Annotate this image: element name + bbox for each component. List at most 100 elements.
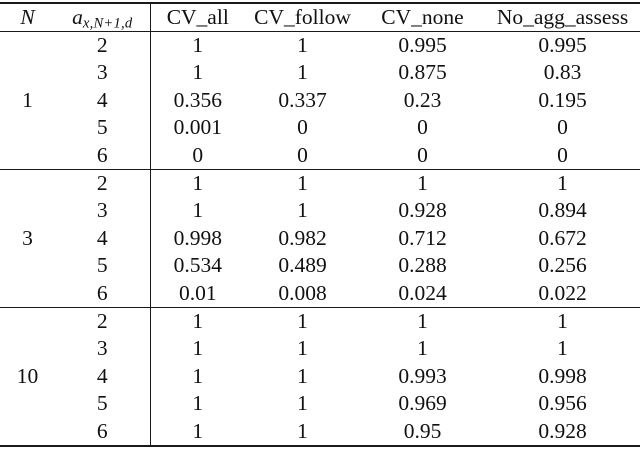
value-cell-no-agg-assess: 0.672	[538, 225, 587, 250]
value-cell-cv-follow: 1	[297, 391, 308, 416]
value-cell-no-agg-assess: 0.022	[538, 280, 587, 305]
value-cell-cv-all: 0.356	[173, 87, 222, 112]
table-row: 5 0.001 0 0 0	[0, 114, 640, 142]
value-cell-no-agg-assess: 0.195	[538, 87, 587, 112]
col-header-a: ax,N+1,d	[55, 3, 151, 32]
value-cell-cv-follow: 0	[297, 142, 308, 167]
value-cell-cv-none: 0.712	[398, 225, 447, 250]
value-cell-cv-follow: 1	[297, 60, 308, 85]
table-header: N ax,N+1,d CV_all CV_follow CV_none No_a…	[0, 3, 640, 32]
col-header-no-agg-assess: No_agg_assess	[485, 3, 640, 32]
value-cell-no-agg-assess: 0.956	[538, 391, 587, 416]
value-cell-cv-all: 1	[192, 391, 204, 416]
value-cell-no-agg-assess: 1	[485, 169, 640, 198]
a-value-cell: 4	[55, 362, 151, 391]
value-cell-cv-all: 1	[192, 418, 204, 443]
value-cell-cv-all: 1	[150, 307, 245, 336]
value-cell-cv-follow: 0.489	[278, 253, 327, 278]
header-n-label: N	[20, 5, 35, 29]
a-value-cell: 2	[55, 307, 151, 336]
value-cell-cv-none: 0.288	[398, 253, 447, 278]
value-cell-cv-all: 0	[192, 142, 204, 167]
a-value-cell: 6	[55, 417, 151, 447]
table-row: 3 1 1 0.928 0.894	[0, 197, 640, 225]
table-row: 4 1 1 0.993 0.998	[0, 362, 640, 391]
value-cell-cv-follow: 1	[297, 33, 308, 57]
value-cell-cv-all: 0.998	[173, 225, 222, 250]
a-value-cell: 4	[55, 224, 151, 253]
value-cell-cv-none: 0.995	[398, 33, 447, 57]
value-cell-no-agg-assess: 0.256	[538, 253, 587, 278]
value-cell-no-agg-assess: 0.83	[543, 60, 582, 85]
value-cell-cv-all: 1	[192, 60, 204, 85]
value-cell-cv-all: 1	[150, 169, 245, 198]
col-header-cv-none: CV_none	[360, 3, 485, 32]
value-cell-cv-follow: 1	[297, 363, 308, 388]
value-cell-no-agg-assess: 0.928	[538, 418, 587, 443]
table-row: 3 1 1 0.875 0.83	[0, 59, 640, 87]
value-cell-cv-follow: 0.337	[278, 87, 327, 112]
table-row: 6 0 0 0 0	[0, 141, 640, 170]
a-value-cell: 2	[55, 169, 151, 198]
value-cell-cv-none: 1	[360, 307, 485, 336]
value-cell-cv-none: 0.969	[398, 391, 447, 416]
n-group-label: 10	[0, 307, 55, 447]
a-value-cell: 2	[55, 31, 151, 60]
value-cell-cv-all: 0.01	[178, 280, 217, 305]
value-cell-no-agg-assess: 1	[485, 307, 640, 336]
value-cell-cv-none: 0.928	[398, 198, 447, 223]
value-cell-no-agg-assess: 0	[557, 142, 568, 167]
value-cell-cv-none: 0.95	[403, 418, 442, 443]
a-value-cell: 4	[55, 86, 151, 115]
value-cell-cv-follow: 1	[297, 418, 308, 443]
table-row: 5 0.534 0.489 0.288 0.256	[0, 252, 640, 280]
value-cell-cv-follow: 1	[245, 169, 360, 198]
header-a-subscript: x,N+1,d	[82, 15, 133, 32]
value-cell-cv-none: 0.875	[398, 60, 447, 85]
a-value-cell: 3	[55, 197, 151, 225]
value-cell-no-agg-assess: 1	[557, 336, 568, 361]
value-cell-cv-none: 0	[417, 142, 428, 167]
value-cell-cv-all: 1	[192, 363, 204, 388]
a-value-cell: 3	[55, 335, 151, 363]
a-value-cell: 5	[55, 252, 151, 280]
value-cell-cv-follow: 0.982	[278, 225, 327, 250]
a-value-cell: 3	[55, 59, 151, 87]
table-row: 6 0.01 0.008 0.024 0.022	[0, 279, 640, 308]
table-row: 3 1 1 1 1	[0, 335, 640, 363]
value-cell-cv-none: 0.993	[398, 363, 447, 388]
value-cell-cv-all: 1	[192, 336, 204, 361]
value-cell-cv-none: 0.024	[398, 280, 447, 305]
value-cell-cv-all: 1	[192, 33, 204, 57]
a-value-cell: 5	[55, 114, 151, 142]
table-body: 1 2 1 1 0.995 0.995 3 1 1 0.875 0.83 4 0.356 0.337 0.2…	[0, 31, 640, 447]
table-row: 1 2 1 1 0.995 0.995	[0, 31, 640, 112]
header-row: N ax,N+1,d CV_all CV_follow CV_none No_a…	[0, 3, 640, 32]
value-cell-cv-all: 0.001	[173, 115, 222, 140]
value-cell-no-agg-assess: 0.894	[538, 198, 587, 223]
table-row: 4 0.356 0.337 0.23 0.195	[0, 86, 640, 115]
value-cell-cv-all: 0.534	[173, 253, 222, 278]
col-header-n: N	[0, 3, 55, 32]
value-cell-cv-follow: 1	[297, 336, 308, 361]
value-cell-cv-follow: 0.008	[278, 280, 327, 305]
value-cell-no-agg-assess: 0	[557, 115, 568, 140]
value-cell-cv-none: 1	[360, 169, 485, 198]
table-row: 6 1 1 0.95 0.928	[0, 417, 640, 447]
value-cell-no-agg-assess: 0.998	[538, 363, 587, 388]
value-cell-no-agg-assess: 0.995	[538, 33, 587, 57]
table-row: 10 2 1 1 1 1	[0, 307, 640, 447]
a-value-cell: 5	[55, 390, 151, 418]
header-a-base: a	[72, 5, 83, 29]
n-group-label: 3	[0, 169, 55, 308]
value-cell-cv-none: 0.23	[403, 87, 442, 112]
table-row: 5 1 1 0.969 0.956	[0, 390, 640, 418]
a-value-cell: 6	[55, 279, 151, 308]
value-cell-cv-follow: 0	[297, 115, 308, 140]
value-cell-cv-none: 0	[417, 115, 428, 140]
table-row: 4 0.998 0.982 0.712 0.672	[0, 224, 640, 253]
a-value-cell: 6	[55, 141, 151, 170]
value-cell-cv-follow: 1	[245, 307, 360, 336]
